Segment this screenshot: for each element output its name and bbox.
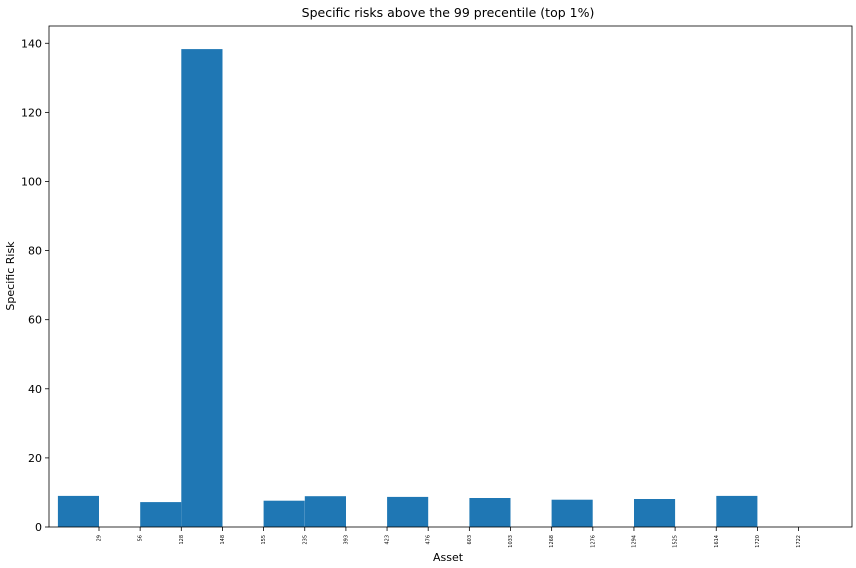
y-axis-label: Specific Risk [4,241,17,311]
bar-235-393 [263,500,305,527]
x-tick-label-603: 603 [467,535,473,545]
y-tick-label-100: 100 [21,175,42,188]
x-tick-label-1294: 1294 [631,535,637,548]
x-tick-label-56: 56 [138,535,144,541]
x-tick-label-155: 155 [261,535,267,545]
y-tick-label-120: 120 [21,106,42,119]
x-tick-label-128: 128 [179,535,185,545]
x-tick-label-1614: 1614 [714,535,720,548]
y-tick-label-80: 80 [28,245,42,258]
x-axis-label: Asset [433,551,464,564]
bar-148-155 [181,49,223,527]
chart-title: Specific risks above the 99 precentile (… [302,5,595,20]
y-tick-label-60: 60 [28,314,42,327]
x-tick-label-1722: 1722 [796,535,802,548]
x-axis: 29 56 128 148 155 235 393 423 476 603 1033 1268 1276… [97,527,802,548]
plot-frame [48,25,853,528]
x-tick-label-1276: 1276 [590,535,596,548]
bar-1720-1722 [716,495,758,527]
y-axis: 0 20 40 60 80 100 120 140 [21,37,49,534]
bars-group [57,49,758,527]
x-tick-label-1033: 1033 [508,535,514,548]
x-tick-label-393: 393 [343,535,349,545]
x-tick-label-476: 476 [426,535,432,545]
x-tick-label-423: 423 [385,535,391,545]
y-tick-label-0: 0 [35,521,42,534]
bar-128-148 [140,502,182,527]
y-tick-label-40: 40 [28,383,42,396]
x-tick-label-29: 29 [97,535,103,541]
bar-1033-1268 [469,498,511,527]
bar-1276-1294 [551,499,593,527]
x-tick-label-235: 235 [302,535,308,545]
x-tick-label-1268: 1268 [549,535,555,548]
x-tick-label-1525: 1525 [673,535,679,548]
x-tick-label-148: 148 [220,535,226,545]
bar-393-423 [304,496,346,527]
bar-1525-1614 [634,499,676,527]
y-tick-label-20: 20 [28,452,42,465]
bar-476-603 [387,496,429,527]
bar-29-56 [57,495,99,527]
y-tick-label-140: 140 [21,37,42,50]
x-tick-label-1720: 1720 [755,535,761,548]
